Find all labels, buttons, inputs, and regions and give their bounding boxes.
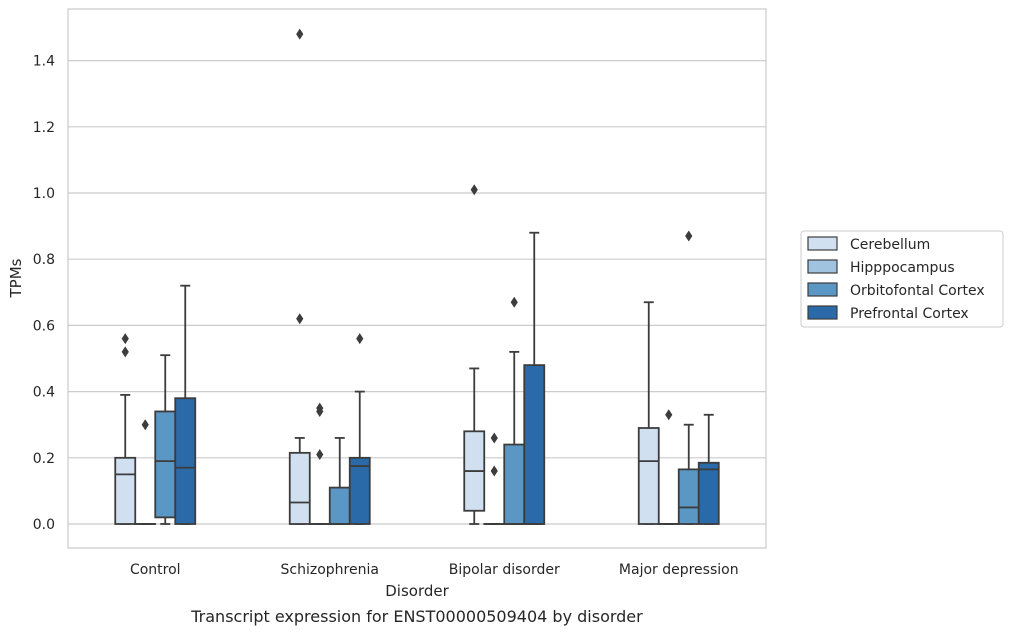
y-tick-label: 0.0 [33, 517, 55, 533]
box-1-2 [328, 437, 351, 525]
box-2-2 [503, 296, 526, 525]
box-0-1 [134, 419, 157, 525]
chart-caption: Transcript expression for ENST0000050940… [190, 607, 643, 626]
box-2-3 [523, 231, 546, 525]
outlier-point [490, 432, 498, 444]
y-tick-label: 0.6 [33, 318, 55, 334]
box-1-0 [288, 28, 311, 525]
y-tick-label: 0.8 [33, 252, 55, 268]
box-plot-area [114, 28, 720, 525]
outlier-point [470, 184, 478, 196]
x-tick-label: Bipolar disorder [449, 562, 560, 578]
outlier-point [665, 409, 673, 421]
x-tick-label: Schizophrenia [281, 562, 379, 578]
outlier-point [510, 296, 518, 308]
legend-label: Prefrontal Cortex [850, 306, 969, 322]
x-axis-ticks: Control Schizophrenia Bipolar disorder Majo… [130, 562, 739, 578]
outlier-point [296, 313, 304, 325]
y-axis-label: TPMs [7, 258, 25, 298]
box-body [348, 456, 371, 525]
box-body [503, 443, 526, 525]
legend-swatch [807, 259, 838, 274]
outlier-point [121, 333, 129, 345]
box-body [154, 410, 177, 519]
y-tick-label: 0.2 [33, 451, 55, 467]
outlier-point [356, 333, 364, 345]
legend-swatch [807, 236, 838, 251]
legend: Cerebellum Hipppocampus Orbitofontal Corte… [800, 230, 1004, 328]
box-3-0 [637, 301, 660, 525]
legend-label: Cerebellum [850, 237, 930, 253]
outlier-point [685, 230, 693, 242]
box-body [697, 461, 720, 525]
box-2-0 [463, 184, 486, 525]
box-body [677, 468, 700, 525]
box-1-3 [348, 333, 371, 525]
box-3-1 [657, 409, 680, 525]
box-body [114, 456, 137, 525]
box-0-0 [114, 333, 137, 525]
y-tick-label: 1.0 [33, 186, 55, 202]
legend-frame [800, 230, 1004, 328]
y-axis-ticks: 0.0 0.2 0.4 0.6 0.8 1.0 1.2 1.4 [33, 54, 55, 533]
y-tick-label: 0.4 [33, 385, 55, 401]
plot-frame [67, 8, 767, 549]
outlier-point [316, 448, 324, 460]
outlier-point [490, 465, 498, 477]
legend-swatch [807, 282, 838, 297]
outlier-point [296, 28, 304, 40]
legend-swatch [807, 305, 838, 320]
x-tick-label: Control [130, 562, 181, 578]
box-body [288, 451, 311, 525]
outlier-point [141, 419, 149, 431]
y-tick-label: 1.2 [33, 120, 55, 136]
box-1-1 [308, 402, 331, 525]
legend-label: Orbitofontal Cortex [850, 283, 985, 299]
box-2-1 [483, 432, 506, 525]
x-tick-label: Major depression [619, 562, 739, 578]
box-body [328, 486, 351, 525]
box-0-3 [174, 284, 197, 525]
x-axis-label: Disorder [385, 582, 449, 600]
box-0-2 [154, 354, 177, 525]
box-body [637, 427, 660, 525]
outlier-point [121, 346, 129, 358]
box-3-2 [677, 230, 700, 525]
box-body [523, 364, 546, 525]
outlier-point [316, 402, 324, 414]
box-body [174, 397, 197, 525]
y-tick-label: 1.4 [33, 54, 55, 70]
box-3-3 [697, 413, 720, 525]
legend-label: Hipppocampus [850, 260, 955, 276]
